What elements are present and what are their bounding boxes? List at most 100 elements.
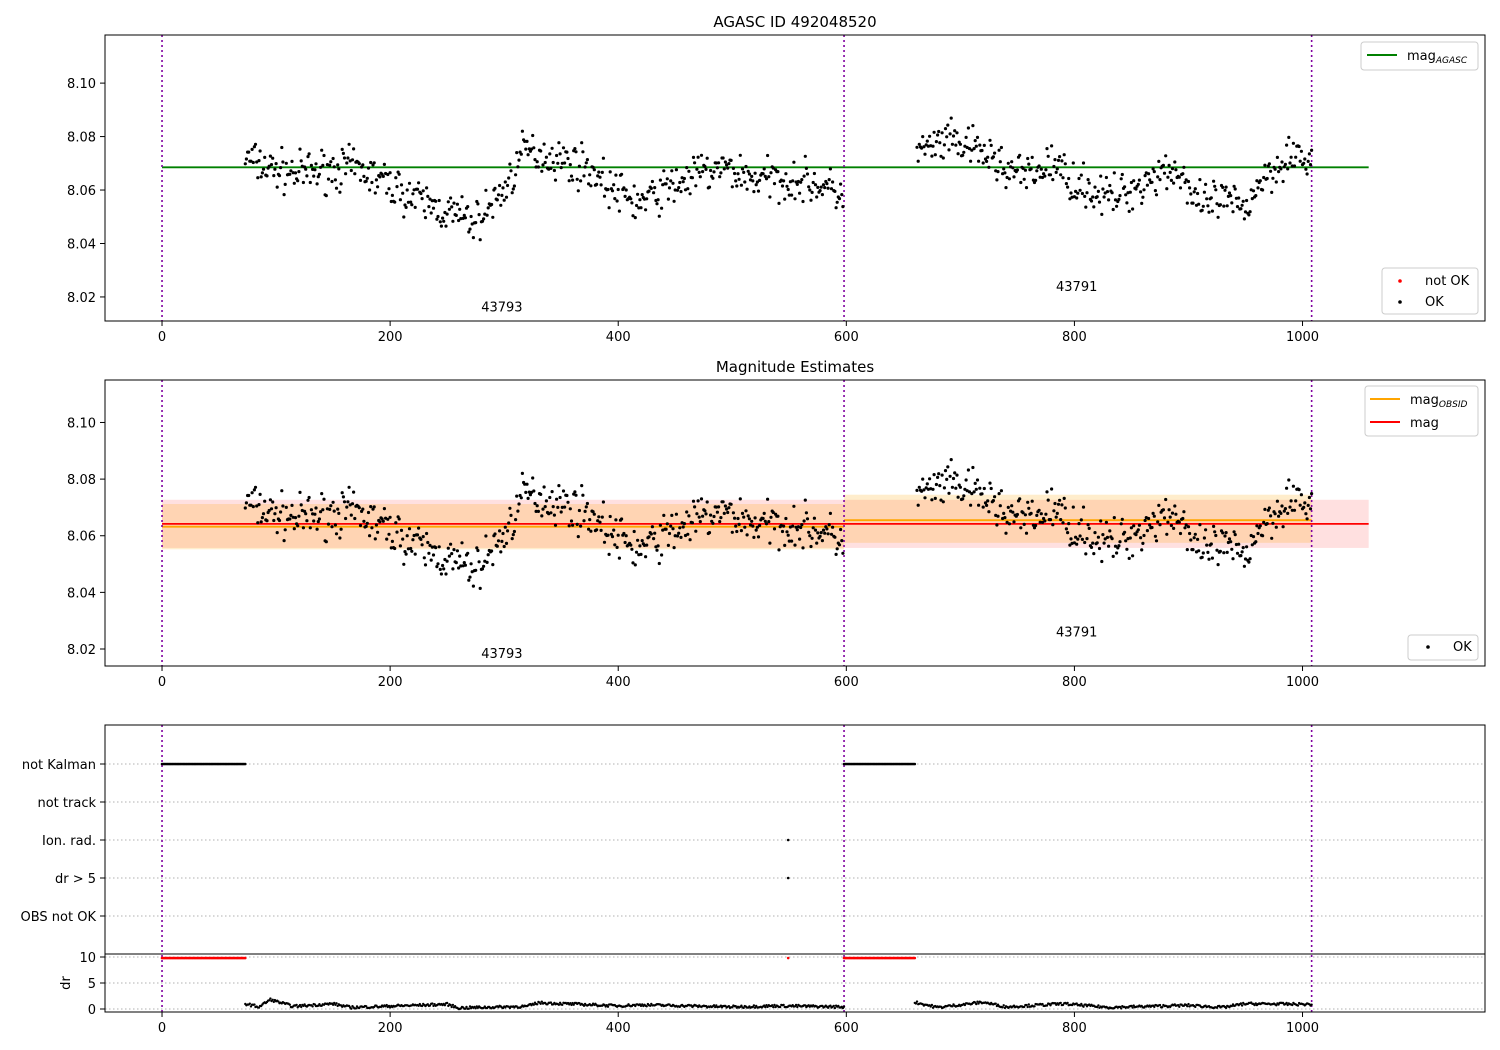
data-point-ok <box>411 538 415 542</box>
data-point-ok <box>333 178 337 182</box>
dr-value-point <box>1187 1002 1190 1006</box>
data-point-ok <box>656 544 660 548</box>
data-point-ok <box>623 540 627 545</box>
dr-value-point <box>977 1002 980 1005</box>
data-point-ok <box>1231 210 1235 214</box>
data-point-ok <box>831 525 835 529</box>
legend-ok-label: OK <box>1425 295 1444 310</box>
data-point-ok <box>1128 190 1132 194</box>
data-point-ok <box>1039 167 1043 171</box>
data-point-ok <box>423 563 428 567</box>
data-point-ok <box>524 147 528 151</box>
data-point-ok <box>1077 176 1081 181</box>
data-point-ok <box>1055 511 1059 515</box>
data-point-ok <box>1157 503 1161 507</box>
data-point-ok <box>996 170 1000 174</box>
data-point-ok <box>1127 556 1131 561</box>
y-tick-label: 8.02 <box>67 643 96 658</box>
data-point-ok <box>1168 515 1172 519</box>
data-point-ok <box>1078 534 1082 538</box>
dr-value-point <box>288 1003 291 1006</box>
data-point-ok <box>459 217 463 221</box>
data-point-ok <box>780 529 785 534</box>
data-point-ok <box>691 499 696 503</box>
data-point-ok <box>1185 548 1189 552</box>
data-point-ok <box>535 160 539 164</box>
data-point-ok <box>437 198 441 203</box>
data-point-ok <box>922 488 926 492</box>
dr-value-point <box>606 1005 610 1008</box>
data-point-ok <box>820 193 825 197</box>
data-point-ok <box>655 548 659 552</box>
data-point-ok <box>559 166 563 170</box>
data-point-ok <box>567 179 571 183</box>
dr-value-point <box>915 1000 919 1003</box>
data-point-ok <box>1170 167 1175 171</box>
legend-estimates-points: OK <box>1407 634 1479 661</box>
data-point-ok <box>1224 531 1228 535</box>
data-point-ok <box>268 498 272 502</box>
data-point-ok <box>247 493 251 498</box>
dr-value-point <box>569 1002 572 1005</box>
data-point-ok <box>698 520 702 524</box>
data-point-ok <box>937 472 941 476</box>
data-point-ok <box>329 160 333 164</box>
data-point-ok <box>958 485 963 489</box>
data-point-ok <box>835 200 839 204</box>
data-point-ok <box>735 529 739 534</box>
data-point-ok <box>405 188 409 192</box>
data-point-ok <box>1303 157 1307 161</box>
data-point-ok <box>934 140 939 144</box>
data-point-ok <box>263 499 267 503</box>
data-point-ok <box>1292 508 1297 512</box>
data-point-ok <box>1269 169 1273 173</box>
data-point-ok <box>1210 209 1214 213</box>
data-point-ok <box>825 182 829 186</box>
data-point-ok <box>834 552 838 557</box>
data-point-ok <box>426 540 430 545</box>
data-point-ok <box>1076 191 1080 195</box>
data-point-ok <box>402 562 406 566</box>
data-point-ok <box>1230 201 1234 205</box>
data-point-ok <box>997 492 1001 496</box>
data-point-ok <box>539 492 543 496</box>
data-point-ok <box>1035 169 1039 173</box>
data-point-ok <box>665 177 669 181</box>
data-point-ok <box>507 176 511 180</box>
data-point-ok <box>783 197 787 201</box>
data-point-ok <box>955 473 959 477</box>
data-point-ok <box>1081 505 1086 509</box>
data-point-ok <box>1243 210 1248 214</box>
data-point-ok <box>549 511 553 515</box>
data-point-ok <box>754 528 758 532</box>
x-tick-label: 1000 <box>1286 675 1319 690</box>
data-point-ok <box>549 166 553 170</box>
data-point-ok <box>588 518 592 522</box>
x-tick-label: 0 <box>158 330 166 345</box>
data-point-ok <box>723 160 728 164</box>
data-point-ok <box>1192 190 1196 194</box>
data-point-ok <box>989 486 993 491</box>
data-point-ok <box>923 496 927 500</box>
data-point-ok <box>516 165 520 169</box>
data-point-ok <box>785 184 789 188</box>
data-point-ok <box>755 180 760 184</box>
data-point-ok <box>475 199 479 204</box>
data-point-ok <box>1271 176 1275 180</box>
data-point-ok <box>657 561 661 566</box>
dr-value-point <box>772 1005 775 1009</box>
data-point-ok <box>441 216 445 220</box>
data-point-ok <box>519 152 523 156</box>
data-point-ok <box>987 510 991 514</box>
dr-value-point <box>253 1003 256 1006</box>
data-point-ok <box>1083 194 1087 198</box>
dr-value-point <box>365 1005 368 1008</box>
data-point-ok <box>255 504 259 508</box>
data-point-ok <box>1233 187 1237 191</box>
data-point-ok <box>454 561 458 565</box>
data-point-ok <box>443 557 447 562</box>
data-point-ok <box>1136 528 1140 532</box>
data-point-ok <box>819 185 823 189</box>
data-point-ok <box>639 552 643 557</box>
data-point-ok <box>1087 181 1091 185</box>
